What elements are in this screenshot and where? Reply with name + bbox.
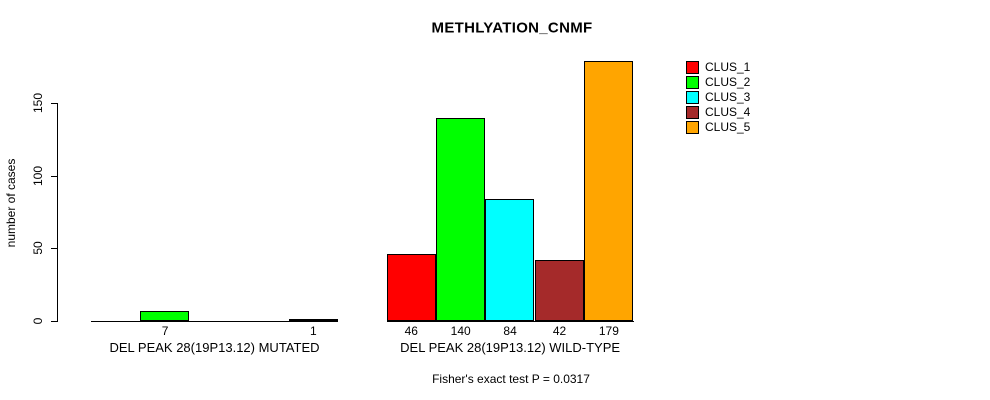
bar-value-label: 84 [503,324,517,338]
legend-item-CLUS_5: CLUS_5 [686,121,750,134]
y-tick-label: 150 [31,92,45,114]
legend-color-swatch [686,106,699,119]
legend: CLUS_1 CLUS_2 CLUS_3 CLUS_4 CLUS_5 [686,61,750,136]
bar-CLUS_4 [535,260,584,321]
group-axis-line [387,321,634,322]
group-label: DEL PEAK 28(19P13.12) WILD-TYPE [400,340,621,355]
legend-label: CLUS_4 [705,105,751,119]
legend-label: CLUS_1 [705,60,751,74]
legend-item-CLUS_1: CLUS_1 [686,61,750,74]
bar-CLUS_2 [140,311,189,321]
y-tick-mark [51,248,58,249]
legend-label: CLUS_3 [705,90,751,104]
legend-color-swatch [686,61,699,74]
fisher-test-annotation: Fisher's exact test P = 0.0317 [432,372,590,386]
y-tick-mark [51,176,58,177]
y-tick-label: 0 [31,317,45,325]
y-tick-label: 100 [31,165,45,187]
legend-label: CLUS_2 [705,75,751,89]
bar-CLUS_2 [436,118,485,321]
y-tick-mark [51,321,58,322]
bar-CLUS_1 [387,254,436,321]
y-axis-label: number of cases [4,158,18,248]
y-tick-mark [51,103,58,104]
bar-value-label: 140 [450,324,471,338]
bar-CLUS_3 [485,199,534,321]
legend-color-swatch [686,76,699,89]
legend-item-CLUS_4: CLUS_4 [686,106,750,119]
bar-value-label: 179 [598,324,619,338]
legend-color-swatch [686,121,699,134]
bar-value-label: 46 [404,324,418,338]
legend-item-CLUS_3: CLUS_3 [686,91,750,104]
legend-item-CLUS_2: CLUS_2 [686,76,750,89]
y-axis-line [57,103,58,322]
group-axis-line [91,321,338,322]
legend-color-swatch [686,91,699,104]
bar-value-label: 7 [161,324,169,338]
bar-CLUS_5 [584,61,633,321]
bar-CLUS_5 [289,319,338,321]
legend-label: CLUS_5 [705,120,751,134]
group-label: DEL PEAK 28(19P13.12) MUTATED [109,340,320,355]
bar-value-label: 42 [552,324,567,338]
chart-title: METHLYATION_CNMF [431,19,593,37]
bar-value-label: 1 [309,324,317,338]
y-tick-label: 50 [31,241,45,255]
